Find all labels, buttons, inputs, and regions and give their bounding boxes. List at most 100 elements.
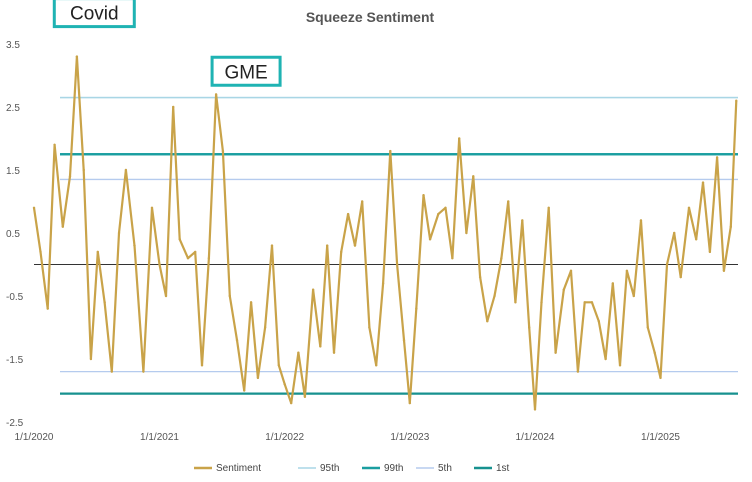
sentiment-point	[694, 238, 698, 241]
sentiment-point	[297, 351, 300, 354]
annotation-box	[210, 55, 282, 87]
sentiment-point	[590, 301, 594, 304]
sentiment-point	[708, 250, 712, 254]
sentiment-point	[133, 244, 136, 247]
sentiment-point	[124, 168, 128, 172]
sentiment-point	[632, 294, 635, 298]
sentiment-point	[235, 338, 239, 342]
legend-label: 95th	[320, 463, 339, 474]
sentiment-point	[289, 401, 293, 405]
sentiment-point	[32, 206, 36, 209]
sentiment-point	[68, 175, 72, 178]
sentiment-point	[228, 294, 232, 298]
annotation-label: Covid	[70, 4, 119, 25]
sentiment-point	[486, 320, 489, 323]
legend-label: 1st	[496, 463, 510, 474]
sentiment-point	[381, 282, 385, 285]
sentiment-point	[493, 294, 496, 298]
sentiment-point	[679, 275, 682, 279]
sentiment-point	[75, 55, 79, 58]
sentiment-point	[193, 250, 197, 254]
sentiment-point	[117, 231, 121, 235]
sentiment-point	[458, 137, 461, 140]
sentiment-point	[507, 200, 510, 203]
sentiment-point	[325, 244, 329, 247]
y-tick-label: -0.5	[6, 292, 24, 303]
chart-title: Squeeze Sentiment	[306, 9, 435, 25]
sentiment-point	[110, 370, 114, 373]
sentiment-point	[375, 364, 378, 367]
legend: Sentiment 95th 99th 5th 1st	[194, 463, 510, 474]
sentiment-point	[540, 301, 543, 304]
sentiment-point	[214, 93, 218, 96]
sentiment-point	[527, 326, 531, 329]
sentiment-point	[158, 263, 161, 266]
x-tick-label: 1/1/2023	[390, 432, 429, 443]
sentiment-point	[687, 206, 691, 209]
sentiment-point	[478, 275, 482, 279]
sentiment-point	[659, 376, 662, 380]
sentiment-point	[576, 370, 580, 373]
x-tick-label: 1/1/2022	[265, 432, 304, 443]
sentiment-point	[82, 168, 85, 172]
sentiment-point	[368, 326, 371, 329]
sentiment-point	[465, 231, 468, 235]
sentiment-point	[200, 364, 204, 367]
sentiment-point	[256, 376, 260, 380]
sentiment-point	[735, 99, 738, 102]
sentiment-point	[665, 263, 669, 266]
sentiment-point	[604, 357, 607, 361]
x-tick-label: 1/1/2021	[140, 432, 179, 443]
sentiment-point	[96, 250, 99, 254]
sentiment-point	[39, 250, 42, 254]
sentiment-line	[32, 55, 738, 411]
sentiment-point	[346, 212, 350, 216]
legend-label: Sentiment	[216, 463, 261, 474]
x-axis-ticks: 1/1/2020 1/1/2021 1/1/2022 1/1/2023 1/1/2024…	[15, 432, 681, 443]
sentiment-point	[715, 156, 719, 159]
sentiment-point	[186, 257, 190, 260]
sentiment-point	[639, 219, 643, 222]
y-axis-ticks: 3.5 2.5 1.5 0.5 -0.5 -1.5 -2.5	[6, 40, 24, 429]
sentiment-point	[583, 301, 586, 304]
sentiment-point	[243, 389, 246, 392]
sentiment-point	[428, 238, 432, 241]
sentiment-point	[178, 238, 181, 241]
annotation-box	[52, 0, 136, 29]
sentiment-series	[32, 55, 738, 411]
sentiment-point	[451, 257, 454, 260]
sentiment-point	[625, 269, 629, 272]
sentiment-point	[249, 301, 253, 304]
sentiment-point	[597, 320, 600, 323]
sentiment-point	[221, 149, 225, 153]
sentiment-point	[164, 294, 168, 298]
x-tick-label: 1/1/2025	[641, 432, 680, 443]
annotation-label: GME	[224, 62, 267, 83]
sentiment-point	[303, 395, 307, 398]
y-tick-label: -1.5	[6, 355, 24, 366]
sentiment-point	[444, 206, 447, 209]
sentiment-point	[514, 301, 517, 304]
y-tick-label: 3.5	[6, 40, 20, 51]
sentiment-point	[521, 219, 524, 222]
reference-lines	[60, 96, 738, 395]
sentiment-point	[722, 269, 726, 272]
y-tick-label: 1.5	[6, 166, 20, 177]
sentiment-point	[618, 364, 622, 367]
sentiment-point	[360, 200, 364, 203]
sentiment-point	[611, 282, 615, 285]
sentiment-point	[277, 364, 281, 367]
sentiment-point	[270, 244, 274, 247]
sentiment-point	[319, 345, 322, 348]
sentiment-point	[408, 401, 412, 405]
sentiment-point	[283, 383, 286, 386]
sentiment-point	[142, 370, 145, 373]
sentiment-point	[500, 257, 503, 260]
sentiment-point	[332, 351, 336, 354]
sentiment-point	[150, 206, 154, 209]
y-tick-label: 0.5	[6, 229, 20, 240]
sentiment-point	[46, 307, 49, 310]
sentiment-point	[207, 257, 211, 260]
sentiment-point	[402, 338, 406, 342]
